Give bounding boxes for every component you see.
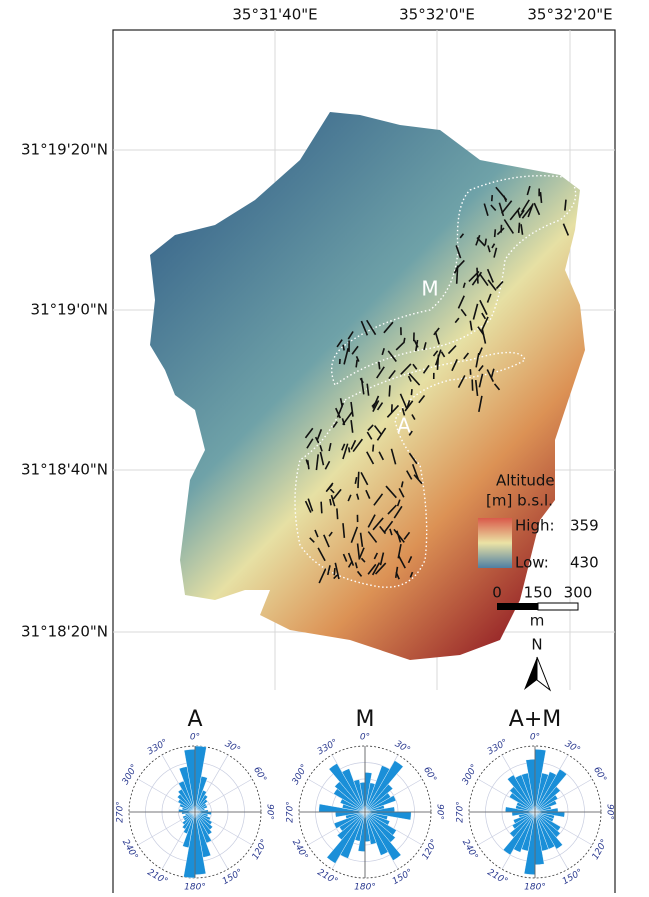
rose-angle-label: 180° [184,883,206,893]
rose-angle-label: 90° [265,804,275,820]
rose-angle-label: 180° [354,883,376,893]
fault [389,385,390,396]
fault [343,345,344,351]
fault [519,223,520,233]
scale-label: 0 [492,584,502,602]
rose-angle-label: 180° [524,883,546,893]
fault [337,508,338,519]
lon-label: 35°31'40"E [232,6,317,24]
lon-label: 35°32'20"E [527,6,612,24]
lat-label: 31°18'20"N [21,623,108,641]
lat-label: 31°19'20"N [21,141,108,159]
fault [495,229,496,237]
fault [358,472,359,488]
legend-unit: [m] b.s.l. [486,492,553,510]
rose-angle-label: 90° [435,804,445,820]
rose-angle-label: 270° [116,801,126,823]
fault [330,499,331,505]
scale-bar [538,603,578,610]
fault [349,447,350,452]
lat-label: 31°19'0"N [31,301,108,319]
fault [379,362,380,370]
scale-label: 300 [564,584,593,602]
fault [485,239,486,245]
rose-title: M [356,707,375,732]
fault [437,355,438,370]
lon-label: 35°32'0"E [399,6,475,24]
fault [334,568,335,575]
fault [457,267,458,284]
rose-angle-label: 0° [190,733,200,743]
fault [321,502,322,514]
fault [404,338,405,343]
rose-angle-label: 90° [605,804,615,820]
fault [373,445,374,452]
legend-high-label: High: [515,517,555,535]
lat-label: 31°18'40"N [21,461,108,479]
rose-diagrams: A0°30°60°90°120°150°180°210°240°270°300°… [116,707,615,893]
rose-angle-label: 0° [360,733,370,743]
figure: M A 35°31'40"E 35°32'0"E 35°32'20"E 31°1… [0,0,649,893]
color-ramp [478,518,512,568]
scale-bar [497,603,538,610]
rose-title: A [187,707,202,732]
zone-label: A [397,414,411,438]
legend-low-value: 430 [570,554,599,572]
scale-label: 150 [524,584,553,602]
north-label: N [531,636,542,654]
zone-label: M [421,277,438,301]
legend-low-label: Low: [515,554,549,572]
fault [411,389,412,395]
rose-angle-label: 270° [456,801,466,823]
fault [540,192,541,203]
fault [477,268,478,284]
fault [565,200,566,211]
legend-title: Altitude [496,472,555,490]
legend-high-value: 359 [570,517,599,535]
fault [356,360,357,368]
rose-angle-label: 0° [530,733,540,743]
scale-unit: m [530,612,545,630]
rose-angle-label: 270° [286,801,296,823]
rose-title: A+M [509,707,561,732]
